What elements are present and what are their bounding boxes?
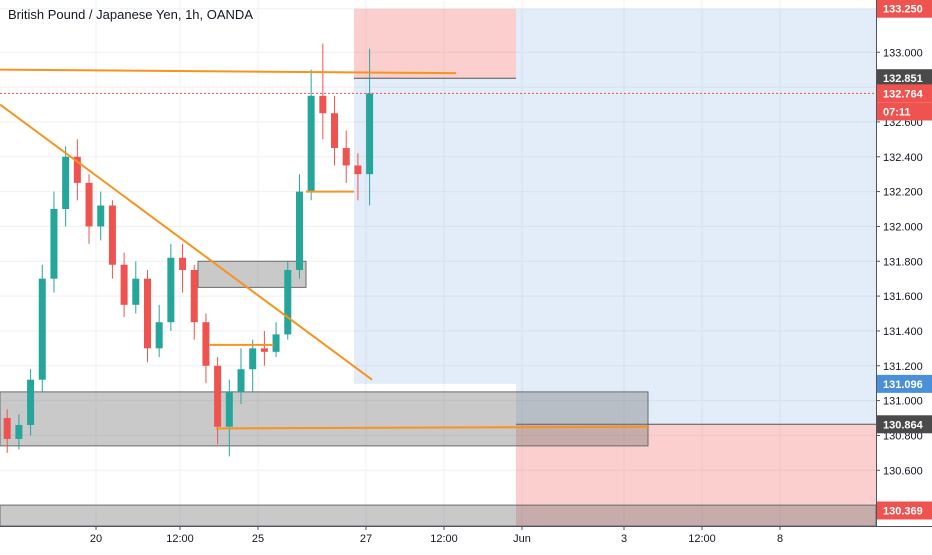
price-label-text: 130.864 [883,419,924,431]
candle-body [27,379,35,425]
x-tick-label: 12:00 [166,533,194,545]
candle-body [155,322,163,349]
candle-body [237,369,245,392]
y-tick-label: 130.600 [883,465,923,477]
plot-area [0,0,876,526]
y-tick-label: 130.800 [883,430,923,442]
y-tick-label: 132.000 [883,221,923,233]
candle-body [167,257,175,323]
price-label-text: 132.764 [883,88,924,100]
price-label-box [877,415,932,434]
price-label-text: 131.096 [883,379,923,391]
candle-body [214,365,222,427]
long-position-stop-zone [516,424,876,526]
short-position-target-zone [354,78,516,384]
price-label-text: 132.851 [883,73,923,85]
candle-body [260,348,268,352]
long-position-target-zone [516,8,876,425]
y-tick-label: 131.800 [883,256,923,268]
x-tick-label: 27 [360,533,372,545]
x-tick-label: 25 [252,533,264,545]
x-tick-label: 8 [777,533,783,545]
candle-body [284,269,292,335]
price-label-text: 07:11 [883,106,911,118]
candle-body [73,156,81,183]
candle-body [132,278,140,305]
y-tick-label: 132.400 [883,152,923,164]
short-position-stop-zone [354,8,516,79]
candle-body [354,165,362,175]
trend-line [215,425,649,430]
price-label-text: 133.250 [883,4,923,16]
candle-body [62,156,70,210]
x-tick-label: 20 [90,533,102,545]
candle-body [120,264,128,305]
y-tick-label: 131.600 [883,291,923,303]
candle-body [272,334,280,352]
candle-body [15,424,23,439]
y-tick-label: 131.400 [883,326,923,338]
candle-body [85,182,93,227]
candle-body [249,348,257,370]
candle-body [319,95,327,114]
price-label-box [877,374,932,393]
candle-body [179,257,187,270]
zone-rect [0,504,876,526]
candle-body [3,418,11,439]
trend-line [0,68,457,75]
candle-body [295,191,303,270]
y-tick-label: 133.000 [883,47,923,59]
candle-body [366,93,374,175]
candle-body [225,391,233,427]
price-label-box [877,501,932,520]
trend-line [0,103,373,381]
y-tick-label: 132.200 [883,187,923,199]
candle-body [307,95,315,192]
time-axis-bg [0,526,932,550]
price-label-box [877,69,932,88]
x-tick-label: 12:00 [688,533,716,545]
zone-rect [0,391,649,447]
chart-title: British Pound / Japanese Yen, 1h, OANDA [8,7,253,22]
y-tick-label: 131.000 [883,396,923,408]
candle-body [342,148,350,166]
candle-body [331,113,339,149]
price-label-text: 130.369 [883,505,923,517]
x-tick-label: 3 [621,533,627,545]
y-tick-label: 131.200 [883,361,923,373]
price-label-box [877,0,932,18]
x-tick-label: 12:00 [430,533,458,545]
candle-body [97,205,105,227]
price-label-box [877,84,932,103]
x-tick-label: Jun [513,533,531,545]
candle-body [143,278,151,349]
candle-body [38,278,46,380]
price-label-box [877,102,932,121]
candle-body [202,322,210,366]
candle-body [190,269,198,323]
candle-body [50,209,58,279]
candle-body [108,205,116,265]
